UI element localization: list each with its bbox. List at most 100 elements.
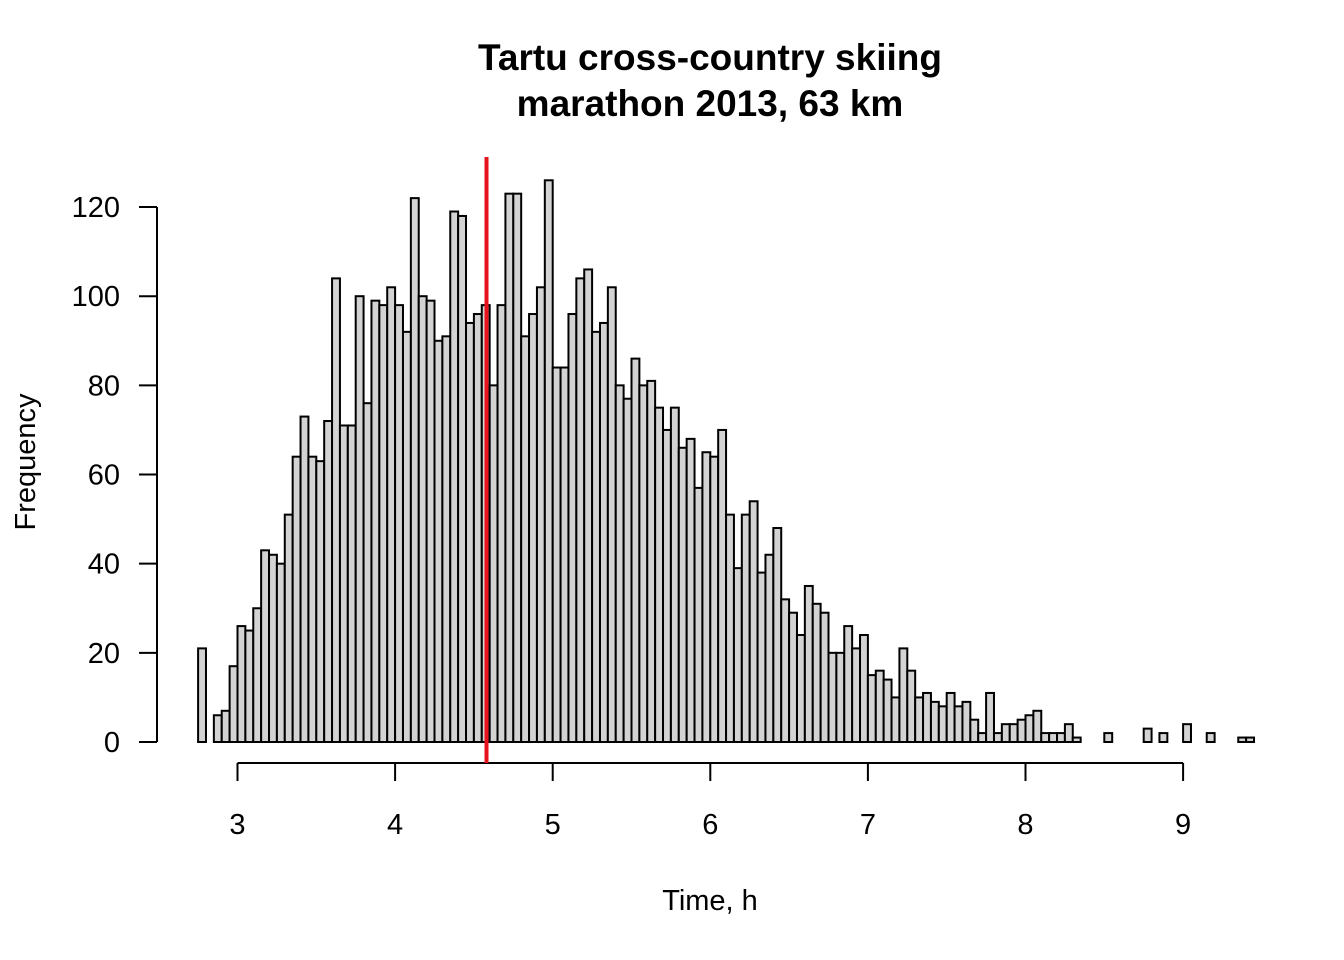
histogram-bar — [409, 197, 420, 743]
chart-title-line-2: marathon 2013, 63 km — [517, 83, 904, 124]
bars-layer — [197, 179, 1256, 744]
histogram-bar — [1158, 732, 1169, 744]
histogram-bar — [236, 625, 247, 744]
histogram-bar — [1142, 727, 1153, 744]
y-tick-label: 40 — [88, 549, 120, 581]
histogram-bar — [740, 513, 751, 744]
histogram-bar — [1071, 736, 1082, 743]
histogram-bar — [283, 513, 294, 744]
histogram-bar — [220, 709, 231, 743]
histogram-bar — [874, 669, 885, 743]
histogram-bar — [244, 629, 255, 743]
histogram-bar — [992, 732, 1003, 744]
histogram-bar — [1024, 714, 1035, 743]
histogram-bar — [851, 647, 862, 744]
histogram-bar — [354, 295, 365, 743]
histogram-bar — [811, 602, 822, 743]
histogram-bar — [693, 486, 704, 744]
histogram-bar — [528, 313, 538, 743]
x-axis: 3 4 5 6 7 8 9 — [229, 762, 1191, 841]
histogram-bar — [275, 562, 286, 743]
histogram-bar — [969, 718, 980, 744]
histogram-bar — [583, 268, 594, 743]
histogram-bar — [929, 700, 940, 744]
histogram-bar — [315, 460, 326, 743]
histogram-bar — [535, 286, 546, 743]
histogram-bar — [449, 210, 460, 743]
histogram-bar — [425, 299, 436, 743]
histogram-bar — [362, 402, 373, 743]
histogram-bar — [732, 567, 743, 744]
histogram-bar — [709, 455, 720, 743]
histogram-bar — [394, 304, 404, 743]
x-tick-label: 8 — [1017, 809, 1033, 841]
histogram-bar — [662, 428, 672, 743]
histogram-bar — [906, 669, 917, 743]
histogram-bar — [654, 406, 665, 743]
y-axis-label: Frequency — [10, 393, 42, 531]
chart-title-line-1: Tartu cross-country skiing — [478, 37, 942, 78]
histogram-bar — [638, 384, 649, 743]
histogram-bar — [937, 705, 948, 744]
histogram-bar — [866, 674, 877, 744]
histogram-bar — [606, 286, 617, 743]
histogram-bar — [1103, 732, 1114, 744]
y-tick-label: 0 — [104, 727, 120, 759]
histogram-bar — [465, 321, 475, 743]
histogram-bar — [441, 335, 452, 743]
histogram-bar — [725, 513, 735, 744]
histogram-bar — [945, 691, 956, 744]
histogram-bar — [488, 384, 499, 743]
x-tick-label: 3 — [229, 809, 245, 841]
histogram-bar — [346, 424, 357, 743]
histogram-bar — [520, 335, 531, 743]
histogram-bar — [677, 446, 688, 743]
histogram-bar — [961, 700, 972, 744]
histogram-bar — [985, 691, 995, 744]
histogram-bar — [922, 691, 932, 744]
histogram-bar — [669, 406, 680, 743]
histogram-bar — [228, 665, 239, 744]
histogram-bar — [717, 428, 728, 743]
histogram-bar — [598, 321, 609, 743]
histogram-bar — [756, 571, 767, 743]
histogram-bar — [1000, 723, 1011, 743]
histogram-bar — [1008, 723, 1019, 743]
y-tick-label: 100 — [72, 281, 120, 313]
histogram-bar — [614, 384, 625, 743]
x-tick-label: 6 — [702, 809, 718, 841]
histogram-bar — [512, 192, 523, 744]
histogram-bar — [433, 339, 444, 743]
histogram-bar — [575, 277, 586, 743]
histogram-bar — [1205, 732, 1216, 744]
histogram-bar — [890, 696, 901, 743]
histogram-bar — [543, 179, 554, 744]
x-tick-label: 5 — [545, 809, 561, 841]
histogram-bar — [685, 437, 696, 743]
histogram-bar — [819, 611, 830, 743]
histogram-bar — [1032, 709, 1043, 743]
y-tick-label: 80 — [88, 370, 120, 402]
histogram-bar — [370, 299, 381, 743]
histogram-bar — [764, 553, 775, 744]
histogram-bar — [472, 313, 483, 743]
histogram-bar — [591, 330, 601, 743]
histogram-bar — [268, 553, 278, 744]
histogram-bar — [299, 415, 310, 743]
histogram-bar — [1056, 732, 1066, 744]
histogram-bar — [496, 304, 507, 743]
histogram-bar — [378, 304, 389, 743]
histogram-bar — [504, 192, 515, 744]
histogram-bar — [803, 584, 814, 743]
y-tick-label: 20 — [88, 638, 120, 670]
histogram-bar — [567, 313, 578, 743]
histogram-bar — [795, 634, 806, 744]
histogram-bar — [559, 366, 570, 743]
x-tick-label: 4 — [387, 809, 403, 841]
histogram-bar — [1063, 723, 1074, 743]
histogram-bar — [630, 357, 641, 743]
histogram-bar — [260, 549, 271, 743]
histogram-bar — [386, 286, 397, 743]
